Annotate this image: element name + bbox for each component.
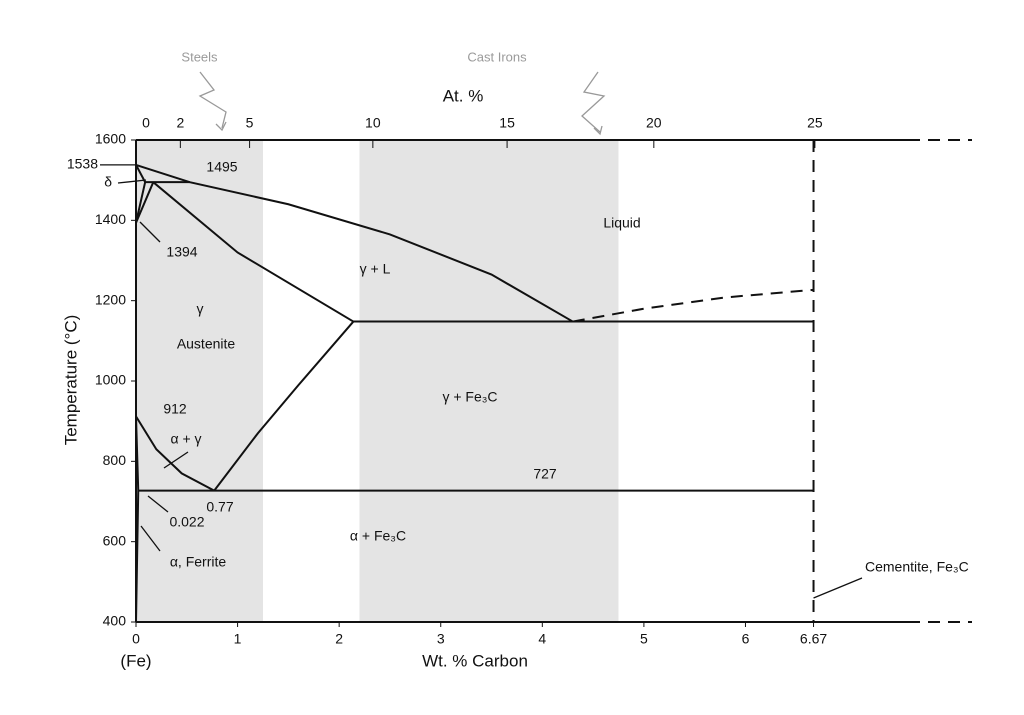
y-tick-label: 1000 [95, 372, 126, 388]
leader-line [163, 451, 189, 469]
phase-boundary [135, 181, 155, 224]
phase-boundary [213, 320, 355, 492]
annotation: α, Ferrite [170, 554, 227, 570]
x-tick-label: 0 [132, 631, 140, 647]
phase-boundary [152, 181, 354, 323]
annotation: 1538 [67, 156, 98, 172]
annotation: Liquid [603, 215, 640, 231]
leader-line [140, 525, 161, 552]
steels-arrowhead [215, 121, 227, 132]
y-tick-label: 600 [103, 532, 127, 548]
annotation: γ [197, 301, 204, 317]
x2-tick-label: 2 [176, 115, 184, 131]
annotation: 1495 [206, 159, 237, 175]
x2-tick-label: 15 [499, 115, 515, 131]
y-tick-label: 1400 [95, 211, 126, 227]
x2-tick-label: 20 [646, 115, 662, 131]
x-tick-label: 3 [437, 631, 445, 647]
leader-line [139, 221, 161, 243]
annotation: δ [104, 174, 112, 190]
cast-irons-arrow [581, 71, 606, 133]
region-label: Steels [181, 49, 218, 64]
annotation: 0.77 [206, 499, 233, 515]
annotation: γ + L [360, 261, 391, 277]
leader-line [117, 179, 147, 184]
leader-line [147, 495, 169, 513]
annotation: Cementite, Fe₃C [865, 559, 969, 575]
annotation: α + γ [170, 431, 201, 447]
region-label: Cast Irons [467, 49, 527, 64]
region [136, 140, 263, 622]
y-axis-label: Temperature (°C) [61, 315, 80, 446]
annotation: 912 [163, 401, 187, 417]
x2-tick-label: 25 [807, 115, 823, 131]
annotation: 1394 [166, 244, 197, 260]
x-tick-label: 5 [640, 631, 648, 647]
x-axis-label: Wt. % Carbon [422, 651, 528, 670]
x-tick-label: 6 [742, 631, 750, 647]
annotation: 727 [533, 466, 557, 482]
x-sublabel: (Fe) [120, 651, 151, 670]
phase-boundary [135, 163, 574, 323]
x2-tick-label: 5 [246, 115, 254, 131]
x-tick-label: 1 [234, 631, 242, 647]
steels-arrow [198, 71, 227, 129]
phase-boundary [135, 164, 147, 223]
x-tick-label: 4 [538, 631, 546, 647]
x-tick-label: 6.67 [800, 631, 827, 647]
x2-tick-label: 10 [365, 115, 381, 131]
x2-tick-label: 0 [142, 115, 150, 131]
annotation: 0.022 [169, 514, 204, 530]
x-tick-label: 2 [335, 631, 343, 647]
annotation: α + Fe₃C [350, 528, 406, 544]
y-tick-label: 1200 [95, 291, 126, 307]
y-tick-label: 1600 [95, 131, 126, 147]
leader-line [813, 577, 863, 599]
phase-boundary [135, 416, 140, 623]
x2-axis-label: At. % [443, 86, 484, 105]
annotation: γ + Fe₃C [442, 389, 497, 405]
phase-boundary [135, 415, 215, 492]
cast-irons-arrowhead [593, 125, 603, 136]
y-tick-label: 800 [103, 452, 127, 468]
region [359, 140, 619, 622]
annotation: Austenite [177, 336, 236, 352]
plot: Steels Cast Irons400600800100012001400160… [67, 49, 972, 647]
arrows [198, 71, 606, 136]
y-tick-label: 400 [103, 613, 127, 629]
